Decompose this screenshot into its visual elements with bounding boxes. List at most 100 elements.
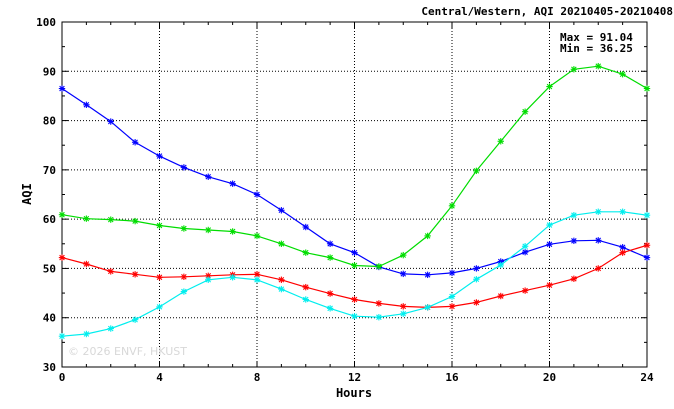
- y-axis-title: AQI: [20, 183, 34, 205]
- data-point: [131, 316, 139, 323]
- data-point: [424, 304, 431, 311]
- data-point: [131, 139, 139, 146]
- min-label: Min = 36.25: [560, 42, 633, 55]
- data-point: [58, 211, 66, 218]
- data-point: [497, 138, 504, 145]
- y-tick-label: 50: [43, 262, 56, 275]
- data-point: [156, 222, 163, 229]
- data-point: [351, 313, 358, 320]
- x-tick-label: 16: [445, 371, 459, 384]
- x-tick-label: 24: [640, 371, 654, 384]
- data-point: [229, 228, 236, 235]
- data-point: [521, 243, 529, 250]
- x-tick-label: 12: [348, 371, 361, 384]
- data-point: [107, 216, 114, 223]
- data-point: [180, 164, 188, 171]
- x-tick-label: 4: [156, 371, 163, 384]
- data-point: [448, 269, 456, 277]
- data-point: [278, 207, 285, 214]
- data-point: [302, 249, 309, 256]
- y-tick-label: 100: [36, 16, 56, 29]
- data-point: [326, 290, 334, 297]
- data-point: [448, 303, 456, 310]
- data-point: [619, 249, 626, 256]
- data-point: [107, 268, 114, 275]
- data-point: [180, 225, 188, 232]
- data-point: [400, 251, 407, 259]
- data-point: [326, 305, 334, 312]
- data-point: [570, 212, 578, 219]
- data-point: [473, 276, 480, 283]
- y-tick-label: 40: [43, 312, 56, 325]
- data-point: [424, 232, 431, 240]
- data-point: [351, 262, 358, 269]
- data-point: [83, 215, 90, 222]
- series-layer: [58, 62, 651, 340]
- data-point: [83, 101, 90, 108]
- data-point: [521, 108, 529, 115]
- x-axis-title: Hours: [336, 386, 372, 400]
- data-point: [229, 274, 236, 281]
- data-point: [570, 66, 578, 73]
- data-point: [156, 303, 163, 311]
- series-3: [58, 208, 651, 340]
- chart-title: Central/Western, AQI 20210405-20210408: [421, 5, 673, 18]
- data-point: [375, 263, 383, 270]
- data-point: [180, 288, 188, 295]
- data-point: [326, 240, 334, 247]
- series-1: [58, 62, 651, 270]
- data-point: [546, 221, 553, 229]
- data-point: [253, 271, 261, 278]
- y-tick-label: 30: [43, 361, 56, 374]
- data-point: [400, 303, 407, 310]
- data-point: [278, 285, 285, 293]
- data-point: [83, 260, 90, 268]
- y-tick-label: 80: [43, 115, 56, 128]
- data-point: [473, 167, 480, 175]
- data-point: [229, 180, 236, 187]
- y-tick-label: 60: [43, 213, 56, 226]
- data-point: [253, 232, 261, 240]
- data-point: [83, 330, 90, 338]
- data-point: [375, 314, 383, 321]
- y-tick-labels: 30 40 50 60 70 80 90 100: [36, 16, 56, 374]
- data-point: [302, 223, 309, 231]
- data-point: [643, 242, 651, 249]
- y-tick-label: 90: [43, 65, 56, 78]
- data-point: [205, 276, 212, 283]
- data-point: [131, 217, 139, 225]
- data-point: [302, 296, 309, 303]
- data-point: [375, 300, 383, 307]
- data-point: [156, 274, 163, 281]
- data-point: [643, 212, 651, 219]
- data-point: [546, 281, 553, 289]
- data-point: [619, 244, 626, 251]
- data-point: [570, 275, 578, 282]
- data-point: [58, 254, 66, 261]
- data-point: [131, 271, 139, 278]
- data-point: [107, 325, 114, 332]
- data-point: [570, 237, 578, 245]
- x-tick-label: 20: [543, 371, 556, 384]
- data-point: [278, 240, 285, 247]
- data-point: [521, 248, 529, 256]
- data-point: [424, 271, 431, 279]
- data-point: [253, 191, 261, 198]
- data-point: [546, 241, 553, 248]
- y-tick-label: 70: [43, 164, 56, 177]
- x-tick-label: 8: [254, 371, 261, 384]
- data-point: [643, 85, 651, 92]
- series-2: [58, 242, 651, 311]
- data-point: [156, 152, 163, 160]
- data-point: [107, 118, 114, 125]
- data-point: [351, 296, 358, 303]
- data-point: [448, 293, 456, 300]
- data-point: [619, 208, 626, 215]
- data-point: [595, 62, 602, 70]
- data-point: [473, 299, 480, 306]
- data-point: [497, 292, 504, 300]
- data-point: [546, 83, 553, 90]
- data-point: [595, 237, 602, 244]
- data-point: [58, 332, 66, 340]
- data-point: [180, 273, 188, 281]
